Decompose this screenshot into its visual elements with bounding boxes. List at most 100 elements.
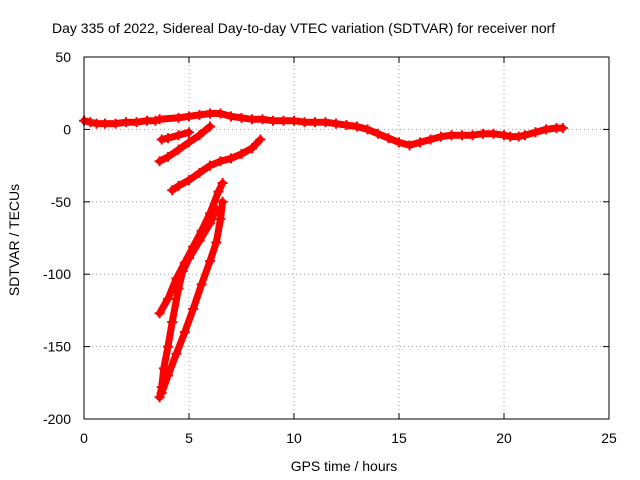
data-point-marker bbox=[215, 108, 226, 119]
y-tick-label: -150 bbox=[43, 339, 71, 355]
data-point-marker bbox=[226, 153, 236, 164]
data-point-marker bbox=[163, 370, 173, 381]
data-point-marker bbox=[446, 130, 457, 141]
series-trace bbox=[168, 136, 264, 194]
data-point-marker bbox=[299, 117, 310, 128]
data-point-marker bbox=[184, 137, 194, 148]
y-tick-label: 0 bbox=[63, 121, 71, 137]
data-point-marker bbox=[179, 327, 190, 338]
y-tick-label: -200 bbox=[43, 411, 71, 427]
data-point-marker bbox=[499, 130, 509, 141]
data-point-marker bbox=[278, 115, 289, 126]
data-point-marker bbox=[205, 256, 215, 267]
data-point-marker bbox=[184, 175, 194, 186]
data-point-marker bbox=[184, 253, 194, 264]
data-point-marker bbox=[217, 196, 228, 207]
data-point-marker bbox=[171, 348, 182, 359]
data-point-marker bbox=[467, 130, 478, 141]
x-tick-label: 0 bbox=[80, 430, 88, 446]
plot-frame bbox=[83, 56, 610, 420]
data-point-marker bbox=[425, 134, 436, 145]
x-tick-label: 15 bbox=[391, 430, 407, 446]
data-point-marker bbox=[213, 186, 224, 197]
data-point-marker bbox=[520, 130, 530, 141]
data-point-marker bbox=[154, 114, 165, 125]
y-tick-label: -100 bbox=[43, 266, 71, 282]
x-tick-label: 20 bbox=[496, 430, 512, 446]
data-point-marker bbox=[194, 167, 205, 178]
data-point-marker bbox=[289, 115, 299, 126]
x-tick-label: 25 bbox=[601, 430, 617, 446]
data-point-marker bbox=[436, 131, 446, 142]
data-point-marker bbox=[310, 117, 320, 128]
data-point-marker bbox=[91, 118, 102, 129]
data-point-marker bbox=[331, 118, 341, 129]
data-point-marker bbox=[505, 131, 516, 142]
data-point-marker bbox=[173, 180, 184, 191]
data-point-marker bbox=[100, 118, 110, 129]
data-point-marker bbox=[478, 128, 488, 139]
series-arc-3 bbox=[167, 134, 266, 196]
data-point-marker bbox=[215, 156, 226, 167]
data-point-marker bbox=[457, 130, 467, 141]
x-axis-title: GPS time / hours bbox=[291, 458, 398, 474]
data-point-marker bbox=[255, 134, 266, 145]
data-point-marker bbox=[188, 303, 199, 314]
data-point-marker bbox=[488, 128, 499, 139]
data-point-marker bbox=[167, 316, 178, 327]
x-tick-label: 5 bbox=[185, 430, 193, 446]
series-trace bbox=[158, 198, 227, 397]
series-main-trace bbox=[79, 108, 568, 151]
data-point-marker bbox=[184, 127, 194, 138]
data-point-marker bbox=[110, 118, 121, 129]
data-point-marker bbox=[215, 214, 226, 225]
data-point-marker bbox=[247, 114, 257, 125]
x-tick-label: 10 bbox=[286, 430, 302, 446]
data-point-marker bbox=[163, 341, 173, 352]
data-point-marker bbox=[85, 117, 96, 128]
data-point-marker bbox=[415, 137, 425, 148]
data-point-marker bbox=[352, 121, 362, 132]
data-point-marker bbox=[163, 133, 173, 144]
data-point-marker bbox=[163, 293, 173, 304]
data-point-marker bbox=[177, 266, 188, 277]
data-point-marker bbox=[205, 160, 215, 171]
data-point-marker bbox=[167, 185, 178, 196]
data-point-marker bbox=[121, 117, 131, 128]
data-point-marker bbox=[154, 308, 165, 319]
data-point-marker bbox=[184, 111, 194, 122]
data-point-marker bbox=[404, 140, 415, 151]
data-point-marker bbox=[196, 279, 207, 290]
data-point-marker bbox=[205, 218, 215, 229]
data-point-marker bbox=[268, 115, 278, 126]
y-axis-title: SDTVAR / TECUs bbox=[6, 184, 22, 296]
data-point-marker bbox=[513, 131, 524, 142]
data-point-marker bbox=[362, 124, 373, 135]
data-point-marker bbox=[142, 115, 152, 126]
chart-title: Day 335 of 2022, Sidereal Day-to-day VTE… bbox=[52, 20, 555, 36]
data-point-marker bbox=[194, 130, 205, 141]
y-tick-label: -50 bbox=[51, 194, 71, 210]
data-point-marker bbox=[226, 111, 236, 122]
data-point-marker bbox=[163, 151, 173, 162]
data-point-marker bbox=[541, 124, 551, 135]
data-point-marker bbox=[394, 137, 404, 148]
data-point-marker bbox=[131, 117, 142, 128]
series-arc-2 bbox=[154, 121, 215, 167]
data-point-marker bbox=[530, 127, 541, 138]
data-point-marker bbox=[154, 156, 165, 167]
data-point-marker bbox=[373, 128, 383, 139]
series-arc-6 bbox=[156, 196, 228, 398]
data-point-marker bbox=[173, 283, 184, 294]
data-point-marker bbox=[236, 112, 247, 123]
data-point-marker bbox=[217, 177, 228, 188]
data-point-marker bbox=[383, 133, 394, 144]
data-point-marker bbox=[320, 117, 331, 128]
y-tick-label: 50 bbox=[55, 49, 71, 65]
data-point-marker bbox=[156, 387, 167, 398]
series-arc-1 bbox=[156, 127, 194, 145]
data-point-marker bbox=[557, 122, 568, 133]
data-point-marker bbox=[173, 144, 184, 155]
